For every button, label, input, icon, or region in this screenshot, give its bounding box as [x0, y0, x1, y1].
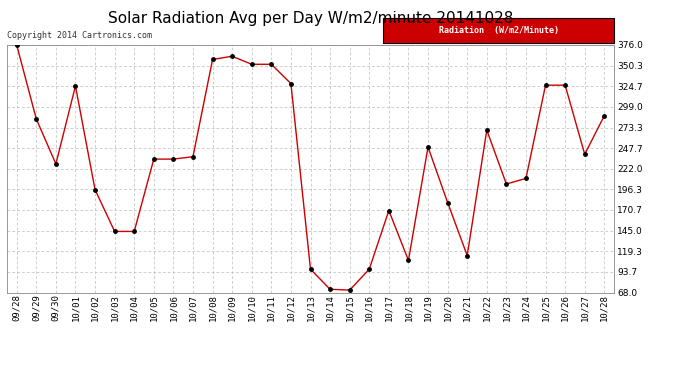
FancyBboxPatch shape — [384, 18, 614, 42]
Text: Radiation  (W/m2/Minute): Radiation (W/m2/Minute) — [439, 26, 559, 34]
Text: Solar Radiation Avg per Day W/m2/minute 20141028: Solar Radiation Avg per Day W/m2/minute … — [108, 11, 513, 26]
Text: Copyright 2014 Cartronics.com: Copyright 2014 Cartronics.com — [7, 31, 152, 40]
